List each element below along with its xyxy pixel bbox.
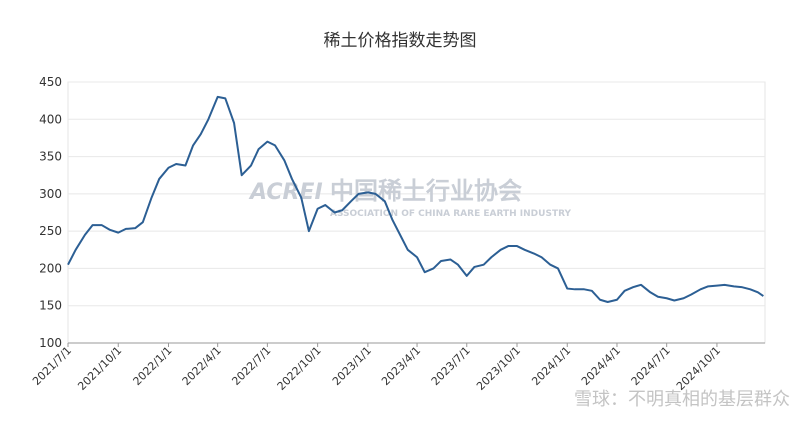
y-tick-label: 300 — [39, 187, 62, 201]
y-tick-label: 450 — [39, 75, 62, 89]
chart-title: 稀土价格指数走势图 — [324, 31, 477, 51]
x-tick-label: 2021/10/1 — [75, 344, 124, 393]
x-tick-label: 2022/1/1 — [131, 344, 175, 388]
x-tick-label: 2024/10/1 — [674, 344, 723, 393]
x-tick-label: 2024/4/1 — [579, 344, 623, 388]
plot-area — [67, 81, 766, 344]
x-tick-label: 2024/7/1 — [629, 344, 673, 388]
x-tick-label: 2023/4/1 — [379, 344, 423, 388]
x-tick-label: 2023/1/1 — [330, 344, 374, 388]
y-tick-label: 350 — [39, 150, 62, 164]
y-tick-label: 250 — [39, 224, 62, 238]
x-tick-label: 2021/7/1 — [30, 344, 74, 388]
watermark-subtitle: ASSOCIATION OF CHINA RARE EARTH INDUSTRY — [330, 209, 572, 219]
x-tick-label: 2023/7/1 — [429, 344, 473, 388]
x-tick-label: 2022/10/1 — [275, 344, 324, 393]
x-tick-label: 2022/4/1 — [180, 344, 224, 388]
y-tick-label: 200 — [39, 261, 62, 275]
x-tick-label: 2024/1/1 — [529, 344, 573, 388]
x-tick-label: 2022/7/1 — [229, 344, 273, 388]
y-tick-label: 100 — [39, 336, 62, 350]
x-tick-label: 2023/10/1 — [474, 344, 523, 393]
watermark-logo: ACREI — [248, 180, 323, 205]
y-tick-label: 400 — [39, 112, 62, 126]
y-tick-label: 150 — [39, 299, 62, 313]
line — [67, 95, 764, 303]
watermark-name: 中国稀土行业协会 — [330, 177, 522, 205]
credit: 雪球：不明真相的基层群众 — [574, 389, 790, 410]
